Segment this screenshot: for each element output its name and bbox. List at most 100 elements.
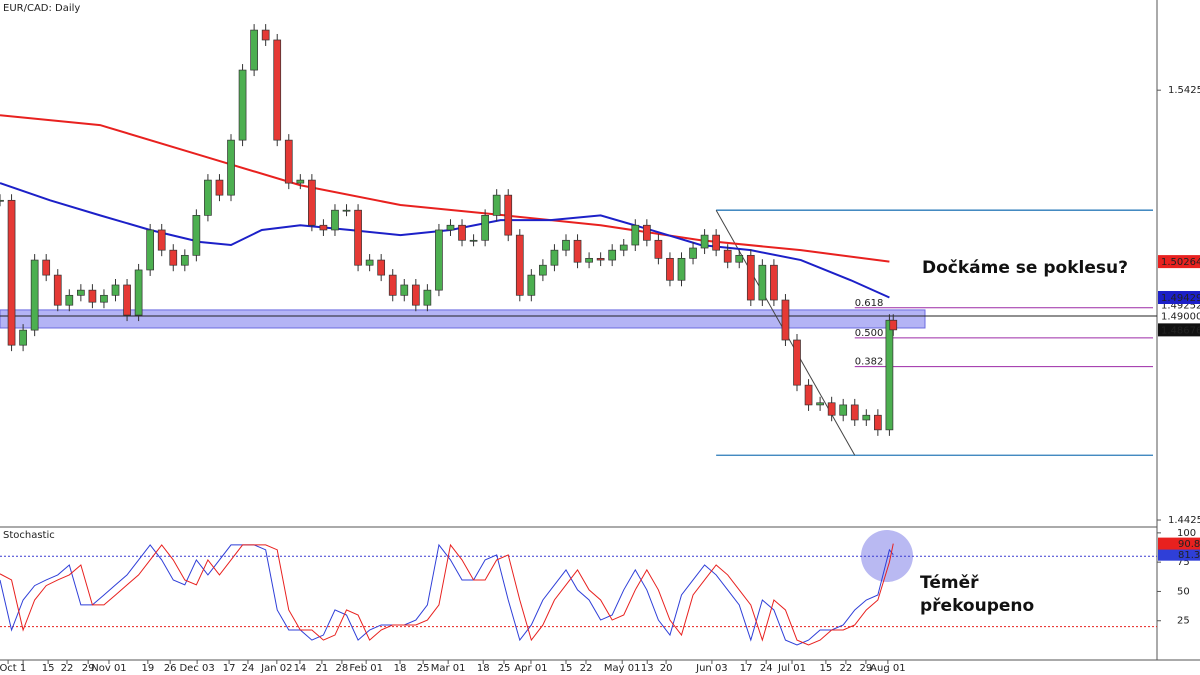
x-tick-label: 24: [760, 663, 773, 674]
chart-title: EUR/CAD: Daily: [3, 3, 80, 14]
x-tick-label: 18: [394, 663, 407, 674]
ma-tag-label: 1.50264: [1161, 257, 1200, 268]
candle: [666, 257, 674, 281]
candle: [308, 179, 316, 226]
candle: [573, 239, 582, 263]
candle: [423, 289, 432, 306]
candle: [550, 249, 559, 266]
x-tick-label: 14: [294, 663, 307, 674]
x-tick-label: Jun 03: [695, 663, 728, 674]
candle: [180, 254, 189, 266]
y-tick-label: 1.44252: [1168, 515, 1200, 526]
candle: [885, 319, 894, 431]
candle: [411, 284, 420, 306]
ma-tag: [1158, 291, 1200, 305]
last-price-tag-label: 1.48676: [1161, 325, 1200, 336]
candle: [111, 284, 120, 296]
candle: [342, 209, 351, 212]
candle: [88, 289, 97, 303]
last-price-tag: [1158, 323, 1200, 337]
indicator-tag: [1158, 537, 1200, 550]
candle: [585, 257, 593, 263]
x-tick-label: 29: [860, 663, 873, 674]
candle: [504, 194, 513, 236]
x-tick-label: 17: [740, 663, 753, 674]
candle: [793, 339, 801, 386]
candle: [539, 264, 547, 276]
x-tick-label: 22: [840, 663, 853, 674]
candle: [596, 257, 605, 261]
annotation: překoupeno: [920, 596, 1034, 616]
candle: [134, 269, 143, 316]
candle: [746, 254, 755, 301]
candle: [758, 264, 767, 301]
candle: [377, 259, 386, 276]
x-tick-label: 28: [336, 663, 349, 674]
candle: [331, 209, 339, 231]
price-tag-label: 1.49252: [1161, 301, 1200, 312]
fib-label: 0.382: [855, 357, 884, 368]
indicator-tag-label: 90.83: [1178, 539, 1200, 550]
x-tick-label: Jul 01: [777, 663, 806, 674]
candle: [735, 254, 744, 263]
candle: [816, 402, 824, 406]
candle: [30, 259, 39, 331]
x-tick-label: 15: [42, 663, 55, 674]
candle: [874, 414, 882, 431]
x-tick-label: 1: [20, 663, 26, 674]
x-tick-label: 13: [641, 663, 654, 674]
y-tick-label: 75: [1177, 557, 1190, 568]
candle: [608, 249, 617, 261]
x-tick-label: Feb 01: [349, 663, 383, 674]
candle: [804, 384, 813, 406]
moving-average: [0, 114, 890, 263]
candle: [7, 199, 16, 346]
x-tick-label: 17: [223, 663, 236, 674]
annotation: Dočkáme se poklesu?: [922, 258, 1128, 278]
candle: [354, 209, 362, 266]
candle: [435, 229, 443, 291]
candle: [469, 239, 478, 242]
x-tick-label: 18: [477, 663, 490, 674]
candle: [77, 289, 85, 296]
candle: [827, 402, 836, 416]
candle: [53, 274, 62, 306]
x-tick-label: Jan 02: [260, 663, 292, 674]
candle: [781, 299, 790, 341]
candle: [204, 179, 212, 216]
candle: [642, 224, 651, 241]
candle: [65, 294, 74, 306]
x-tick-label: 20: [660, 663, 673, 674]
highlight-circle: [861, 530, 913, 582]
candle: [527, 274, 536, 296]
candle: [42, 259, 51, 276]
candle: [712, 234, 720, 251]
candle: [215, 179, 224, 196]
y-tick-label: 1.54252: [1168, 85, 1200, 96]
candle: [850, 404, 859, 421]
candle: [365, 259, 374, 266]
candle: [296, 179, 305, 184]
indicator-tag: [1158, 548, 1200, 561]
candle: [862, 414, 871, 421]
indicator-tag-label: 81.38: [1178, 550, 1200, 561]
x-tick-label: May 01: [604, 663, 641, 674]
x-tick-label: 25: [417, 663, 430, 674]
candle: [839, 404, 848, 416]
stochastic-line: [0, 543, 894, 646]
x-tick-label: 26: [164, 663, 177, 674]
candle: [619, 244, 628, 251]
candle: [238, 69, 247, 141]
candle: [562, 239, 570, 251]
y-tick-label: 25: [1177, 616, 1190, 627]
price-tag-label: 1.49000: [1161, 311, 1200, 322]
x-tick-label: Apr 01: [514, 663, 547, 674]
x-tick-label: 25: [498, 663, 511, 674]
ma-tag-label: 1.49429: [1161, 293, 1200, 304]
price-tag: [1158, 309, 1200, 323]
y-tick-label: 50: [1177, 586, 1190, 597]
x-tick-label: 22: [580, 663, 593, 674]
fib-label: 0.500: [855, 328, 884, 339]
candle: [400, 284, 409, 296]
x-tick-label: 22: [61, 663, 74, 674]
